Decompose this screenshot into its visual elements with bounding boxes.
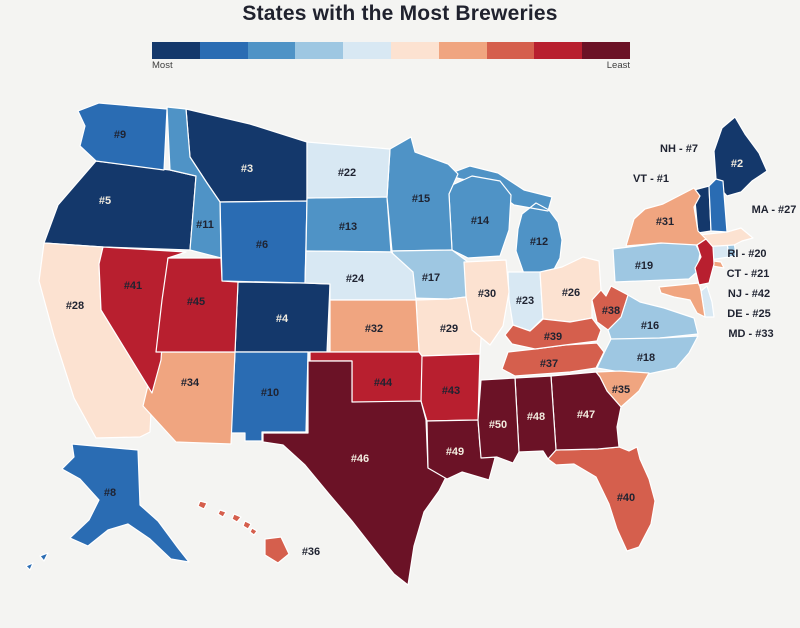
legend-swatch-9 [534, 42, 583, 59]
outside-label-MD: MD - #33 [728, 328, 773, 340]
state-AK[interactable] [25, 443, 190, 571]
state-AR[interactable] [420, 353, 481, 422]
state-IN[interactable] [507, 271, 544, 332]
state-ND[interactable] [306, 141, 391, 199]
legend-swatch-2 [199, 42, 248, 59]
legend-swatch-4 [295, 42, 344, 59]
state-GA[interactable] [550, 371, 622, 451]
legend-swatch-5 [343, 42, 391, 59]
state-KS[interactable] [329, 299, 420, 353]
outside-label-CT: CT - #21 [727, 268, 770, 280]
legend-swatch-1 [152, 42, 200, 59]
state-OR[interactable] [43, 160, 197, 251]
outside-label-NH: NH - #7 [660, 143, 698, 155]
legend-least-label: Least [606, 60, 630, 71]
state-TX[interactable] [262, 360, 447, 586]
state-NC[interactable] [596, 335, 699, 375]
state-KY[interactable] [504, 317, 602, 350]
state-IL[interactable] [463, 259, 510, 346]
state-NJ[interactable] [694, 238, 715, 286]
legend-swatch-3 [247, 42, 296, 59]
state-SD[interactable] [305, 196, 392, 253]
state-ID[interactable] [166, 106, 222, 259]
state-WA[interactable] [77, 102, 168, 171]
state-WY[interactable] [219, 200, 308, 284]
legend-gradient-bar [152, 42, 630, 59]
state-TN[interactable] [501, 342, 605, 377]
state-NH[interactable] [708, 178, 728, 233]
state-ME[interactable] [713, 116, 768, 197]
legend-swatch-7 [438, 42, 487, 59]
state-WI[interactable] [448, 175, 512, 259]
state-UT[interactable] [155, 257, 239, 353]
outside-label-VT: VT - #1 [633, 173, 669, 185]
legend-labels: Most Least [152, 61, 630, 71]
outside-label-DE: DE - #25 [727, 308, 770, 320]
outside-label-NJ: NJ - #42 [728, 288, 770, 300]
legend-swatch-10 [582, 42, 630, 59]
state-FL[interactable] [547, 446, 656, 552]
state-MS[interactable] [477, 377, 520, 464]
state-WV[interactable] [591, 285, 629, 331]
outside-label-MA: MA - #27 [752, 204, 797, 216]
legend-swatch-6 [390, 42, 439, 59]
legend-most-label: Most [152, 60, 173, 71]
state-MN[interactable] [386, 136, 459, 252]
page-title: States with the Most Breweries [242, 2, 558, 25]
state-HI[interactable] [197, 500, 290, 564]
state-AL[interactable] [514, 375, 557, 460]
state-MD[interactable] [658, 282, 706, 318]
legend-swatch-8 [486, 42, 535, 59]
state-NM[interactable] [230, 351, 309, 442]
outside-label-HI: #36 [302, 546, 320, 558]
state-CO[interactable] [234, 281, 331, 353]
color-legend: Most Least [152, 42, 630, 71]
